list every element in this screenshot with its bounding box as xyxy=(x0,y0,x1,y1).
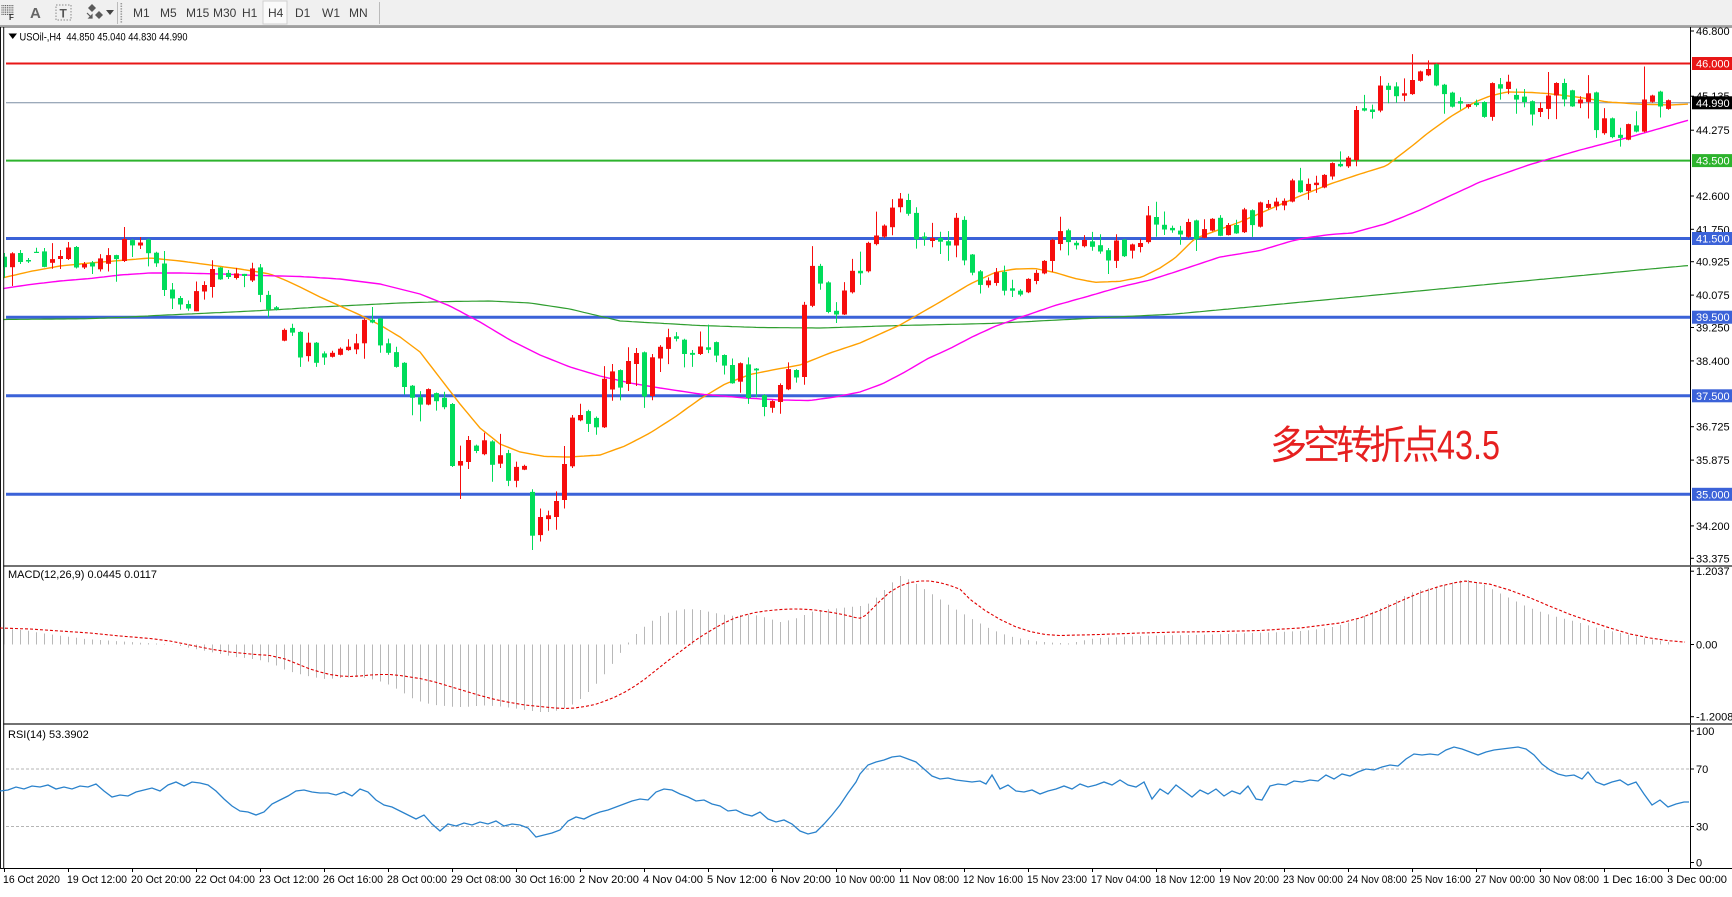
svg-text:USOil-,H4 44.850 45.040 44.83: USOil-,H4 44.850 45.040 44.830 44.990 xyxy=(20,32,188,44)
svg-text:16 Oct 2020: 16 Oct 2020 xyxy=(3,874,60,886)
svg-text:100: 100 xyxy=(1696,726,1714,738)
svg-text:RSI(14) 53.3902: RSI(14) 53.3902 xyxy=(8,729,89,741)
svg-text:39.500: 39.500 xyxy=(1696,312,1730,324)
svg-text:30 Oct 16:00: 30 Oct 16:00 xyxy=(515,874,575,886)
svg-text:25 Nov 16:00: 25 Nov 16:00 xyxy=(1411,874,1471,886)
svg-text:22 Oct 04:00: 22 Oct 04:00 xyxy=(195,874,255,886)
svg-text:27 Nov 00:00: 27 Nov 00:00 xyxy=(1475,874,1535,886)
svg-text:19 Nov 20:00: 19 Nov 20:00 xyxy=(1219,874,1279,886)
svg-text:-1.2008: -1.2008 xyxy=(1696,712,1732,724)
svg-text:4 Nov 04:00: 4 Nov 04:00 xyxy=(643,874,703,886)
svg-text:40.925: 40.925 xyxy=(1696,257,1730,269)
svg-text:15 Nov 23:00: 15 Nov 23:00 xyxy=(1027,874,1087,886)
svg-text:38.400: 38.400 xyxy=(1696,356,1730,368)
svg-text:1.2037: 1.2037 xyxy=(1696,566,1730,578)
svg-text:28 Oct 00:00: 28 Oct 00:00 xyxy=(387,874,447,886)
svg-text:W1: W1 xyxy=(322,6,340,20)
svg-text:46.800: 46.800 xyxy=(1696,26,1730,38)
svg-text:23 Nov 00:00: 23 Nov 00:00 xyxy=(1283,874,1343,886)
svg-text:M30: M30 xyxy=(213,6,237,20)
svg-text:46.000: 46.000 xyxy=(1696,59,1730,71)
svg-text:44.275: 44.275 xyxy=(1696,125,1730,137)
svg-text:24 Nov 08:00: 24 Nov 08:00 xyxy=(1347,874,1407,886)
svg-text:2 Nov 20:00: 2 Nov 20:00 xyxy=(579,874,639,886)
svg-text:23 Oct 12:00: 23 Oct 12:00 xyxy=(259,874,319,886)
svg-text:F: F xyxy=(9,13,14,22)
svg-text:37.500: 37.500 xyxy=(1696,391,1730,403)
svg-text:6 Nov 20:00: 6 Nov 20:00 xyxy=(771,874,831,886)
svg-text:29 Oct 08:00: 29 Oct 08:00 xyxy=(451,874,511,886)
svg-text:MACD(12,26,9) 0.0445 0.0117: MACD(12,26,9) 0.0445 0.0117 xyxy=(8,569,157,581)
svg-text:17 Nov 04:00: 17 Nov 04:00 xyxy=(1091,874,1151,886)
svg-text:26 Oct 16:00: 26 Oct 16:00 xyxy=(323,874,383,886)
svg-text:0.00: 0.00 xyxy=(1696,640,1717,652)
svg-text:30: 30 xyxy=(1696,822,1708,834)
svg-text:11 Nov 08:00: 11 Nov 08:00 xyxy=(899,874,959,886)
svg-text:18 Nov 12:00: 18 Nov 12:00 xyxy=(1155,874,1215,886)
svg-text:M5: M5 xyxy=(160,6,177,20)
svg-text:33.375: 33.375 xyxy=(1696,553,1730,565)
svg-text:M15: M15 xyxy=(186,6,210,20)
svg-text:43.5: 43.5 xyxy=(1437,422,1500,468)
svg-text:42.600: 42.600 xyxy=(1696,191,1730,203)
svg-text:3 Dec 00:00: 3 Dec 00:00 xyxy=(1667,874,1727,886)
svg-text:5 Nov 12:00: 5 Nov 12:00 xyxy=(707,874,767,886)
svg-text:44.990: 44.990 xyxy=(1696,98,1730,110)
svg-text:35.000: 35.000 xyxy=(1696,489,1730,501)
svg-text:70: 70 xyxy=(1696,764,1708,776)
svg-text:A: A xyxy=(30,5,41,22)
svg-text:10 Nov 00:00: 10 Nov 00:00 xyxy=(835,874,895,886)
svg-text:0: 0 xyxy=(1696,858,1702,870)
svg-text:35.875: 35.875 xyxy=(1696,455,1730,467)
svg-text:40.075: 40.075 xyxy=(1696,290,1730,302)
svg-text:36.725: 36.725 xyxy=(1696,422,1730,434)
svg-text:41.500: 41.500 xyxy=(1696,234,1730,246)
svg-text:12 Nov 16:00: 12 Nov 16:00 xyxy=(963,874,1023,886)
svg-text:T: T xyxy=(60,7,68,21)
svg-text:20 Oct 20:00: 20 Oct 20:00 xyxy=(131,874,191,886)
svg-text:MN: MN xyxy=(349,6,368,20)
svg-text:30 Nov 08:00: 30 Nov 08:00 xyxy=(1539,874,1599,886)
svg-text:19 Oct 12:00: 19 Oct 12:00 xyxy=(67,874,127,886)
svg-text:39.250: 39.250 xyxy=(1696,323,1730,335)
svg-text:H4: H4 xyxy=(268,6,284,20)
svg-text:1 Dec 16:00: 1 Dec 16:00 xyxy=(1603,874,1663,886)
svg-text:M1: M1 xyxy=(133,6,150,20)
svg-text:D1: D1 xyxy=(295,6,311,20)
svg-text:H1: H1 xyxy=(242,6,258,20)
svg-text:43.500: 43.500 xyxy=(1696,156,1730,168)
svg-text:34.200: 34.200 xyxy=(1696,521,1730,533)
